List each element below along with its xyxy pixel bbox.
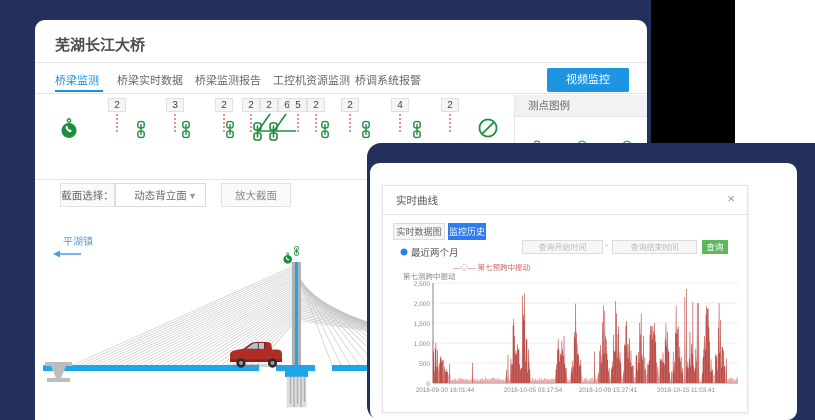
svg-text:1,000: 1,000 [414,341,431,348]
svg-text:2,000: 2,000 [414,301,431,308]
svg-text:500: 500 [419,361,430,368]
svg-text:2018-10-15 11:03:41: 2018-10-15 11:03:41 [657,387,716,394]
svg-text:2018-09-30 16:01:44: 2018-09-30 16:01:44 [416,387,475,394]
svg-text:1,500: 1,500 [414,321,431,328]
svg-text:2,500: 2,500 [414,281,431,288]
svg-text:2018-10-09 15:27:41: 2018-10-09 15:27:41 [579,387,638,394]
svg-text:2018-10-05 03:17:54: 2018-10-05 03:17:54 [504,387,563,394]
